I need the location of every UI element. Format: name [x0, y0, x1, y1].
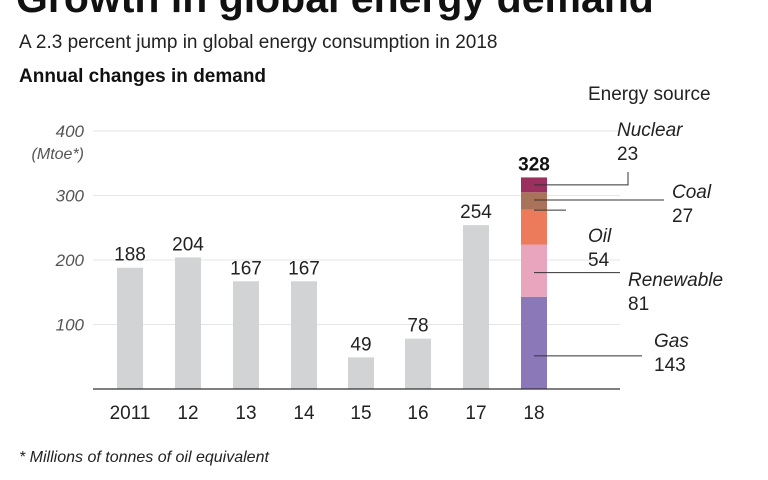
x-tick-label-16: 16 [407, 403, 428, 424]
source-name-renewable: Renewable [628, 270, 723, 291]
y-axis-unit-label: (Mtoe*) [32, 146, 84, 163]
bar-13 [233, 281, 259, 389]
source-name-coal: Coal [672, 182, 712, 203]
value-label-2011: 188 [114, 245, 146, 266]
y-tick-label-100: 100 [56, 316, 85, 335]
x-tick-label-12: 12 [177, 403, 198, 424]
value-label-13: 167 [230, 258, 262, 279]
x-tick-label-2011: 2011 [110, 403, 151, 424]
subtitle: A 2.3 percent jump in global energy cons… [19, 32, 498, 53]
bar-12 [175, 257, 201, 389]
bar-16 [405, 338, 431, 389]
source-name-oil: Oil [588, 226, 612, 247]
source-name-nuclear: Nuclear [617, 120, 683, 141]
legend-title: Energy source [588, 84, 711, 105]
x-tick-label-17: 17 [465, 403, 486, 424]
value-label-17: 254 [460, 202, 492, 223]
y-tick-label-200: 200 [55, 251, 85, 270]
value-label-12: 204 [172, 234, 204, 255]
source-name-gas: Gas [654, 331, 689, 352]
x-tick-label-14: 14 [293, 403, 315, 424]
stack-segment-oil [521, 209, 547, 245]
source-value-gas: 143 [654, 355, 686, 376]
bar-2011 [117, 267, 143, 389]
labels: 100 200 300 400 (Mtoe*) 188 2011 204 12 167 13 167 1… [32, 122, 550, 424]
value-label-14: 167 [288, 258, 320, 279]
value-label-15: 49 [350, 334, 371, 355]
stack-segment-renewable [521, 244, 547, 297]
bar-14 [291, 281, 317, 389]
footnote: * Millions of tonnes of oil equivalent [19, 449, 269, 466]
leader-line-nuclear [534, 172, 629, 186]
y-tick-label-300: 300 [56, 187, 85, 206]
bar-17 [463, 225, 489, 389]
source-value-renewable: 81 [628, 294, 649, 315]
x-tick-label-13: 13 [235, 403, 256, 424]
stack-segment-coal [521, 192, 547, 210]
y-tick-label-400: 400 [56, 122, 85, 141]
source-value-oil: 54 [588, 250, 610, 271]
total-label-2018: 328 [518, 154, 550, 175]
value-label-16: 78 [407, 316, 428, 337]
chart-title: Annual changes in demand [19, 66, 267, 87]
bar-15 [348, 357, 374, 389]
x-tick-label-15: 15 [350, 403, 371, 424]
headline: Growth in global energy demand [16, 0, 654, 22]
source-value-coal: 27 [672, 206, 693, 227]
source-value-nuclear: 23 [617, 144, 638, 165]
stack-segment-gas [521, 296, 547, 389]
stack-legend: Energy source Gas 143 Renewable 81 Oil 54 Coal 2… [534, 84, 723, 376]
bars [117, 177, 547, 389]
x-tick-label-18: 18 [523, 403, 544, 424]
